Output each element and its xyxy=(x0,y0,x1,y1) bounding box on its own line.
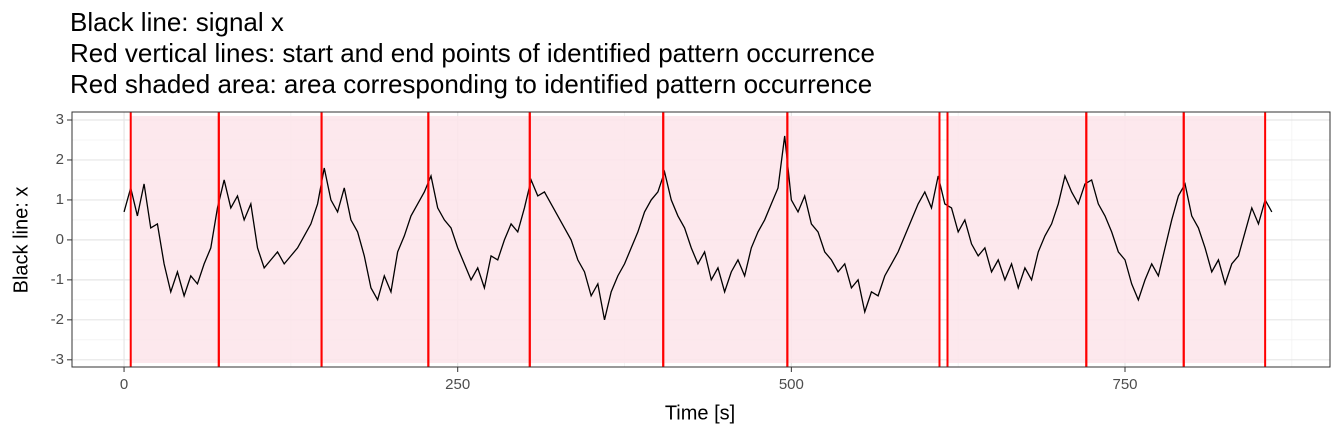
y-tick-label: 2 xyxy=(56,151,64,168)
x-tick-label: 500 xyxy=(779,376,804,393)
y-tick-label: -1 xyxy=(51,271,64,288)
x-tick-label: 0 xyxy=(120,376,128,393)
y-tick-label: -3 xyxy=(51,351,64,368)
y-tick-label: 3 xyxy=(56,111,64,128)
y-tick-label: -2 xyxy=(51,311,64,328)
title-line: Red shaded area: area corresponding to i… xyxy=(70,69,872,99)
occurrence-area xyxy=(787,116,940,363)
occurrence-area xyxy=(663,116,788,363)
occurrence-area xyxy=(428,116,530,363)
x-axis-title: Time [s] xyxy=(665,402,735,424)
panel-border xyxy=(71,111,1331,368)
occurrence-area xyxy=(130,116,219,363)
x-tick-label: 250 xyxy=(445,376,470,393)
y-tick-label: 1 xyxy=(56,191,64,208)
occurrence-area xyxy=(1183,116,1266,363)
signal-line xyxy=(123,135,1273,320)
y-tick-label: 0 xyxy=(56,231,64,248)
x-tick-label: 750 xyxy=(1112,376,1137,393)
occurrence-area xyxy=(947,116,1087,363)
occurrence-area xyxy=(218,116,322,363)
occurrence-area xyxy=(321,116,429,363)
occurrence-area xyxy=(529,116,664,363)
title-line: Black line: signal x xyxy=(70,7,284,37)
title-line: Red vertical lines: start and end points… xyxy=(70,38,875,68)
occurrence-area xyxy=(1086,116,1184,363)
y-axis-title: Black line: x xyxy=(10,187,32,294)
